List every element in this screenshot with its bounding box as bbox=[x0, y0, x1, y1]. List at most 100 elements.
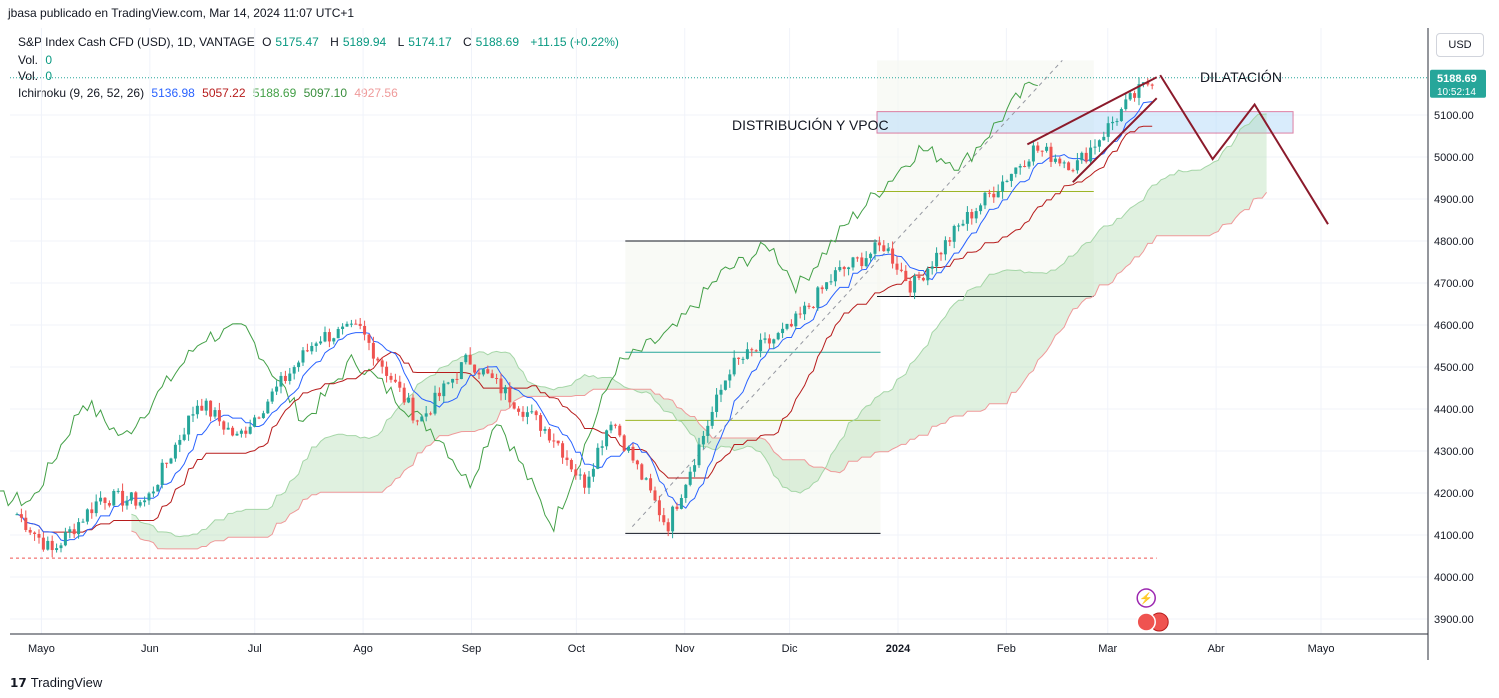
candle-body bbox=[583, 474, 587, 488]
candle-body bbox=[838, 267, 842, 271]
candle-body bbox=[187, 415, 191, 435]
candle-body bbox=[701, 435, 705, 445]
event-icons[interactable]: ⚡ bbox=[1136, 588, 1169, 632]
candle-body bbox=[556, 440, 560, 444]
candle-body bbox=[354, 323, 358, 325]
candle-body bbox=[314, 343, 318, 346]
vpoc-zone bbox=[876, 111, 1294, 134]
candle-body bbox=[1067, 162, 1071, 171]
price-tick-label: 4800.00 bbox=[1434, 236, 1474, 248]
candle-body bbox=[28, 529, 32, 533]
candle-body bbox=[1150, 84, 1154, 86]
ichimoku-base-value: 5057.22 bbox=[202, 86, 246, 100]
ichimoku-lines bbox=[0, 81, 1153, 542]
candle-body bbox=[591, 468, 595, 477]
ichimoku-leading-a-value: 5097.10 bbox=[303, 86, 348, 100]
candle-body bbox=[697, 444, 701, 466]
candle-body bbox=[803, 305, 807, 315]
candle-body bbox=[173, 444, 177, 459]
candle-body bbox=[464, 354, 468, 363]
currency-selector[interactable]: USD bbox=[1436, 33, 1484, 57]
candle-body bbox=[710, 411, 714, 426]
candle-body bbox=[1040, 150, 1044, 152]
candle-body bbox=[235, 433, 239, 436]
leading-span-b bbox=[131, 191, 1267, 550]
price-tick-label: 4600.00 bbox=[1434, 320, 1474, 332]
chart-zones bbox=[10, 60, 1428, 559]
candle-body bbox=[816, 287, 820, 308]
candle-body bbox=[209, 400, 213, 417]
candle-body bbox=[477, 372, 481, 375]
candle-body bbox=[499, 378, 503, 394]
candle-body bbox=[635, 460, 639, 465]
candle-body bbox=[24, 517, 28, 530]
volume-value: 0 bbox=[45, 53, 53, 67]
candle-body bbox=[143, 500, 147, 503]
candle-body bbox=[1115, 121, 1119, 123]
candle-body bbox=[380, 360, 384, 367]
candle-body bbox=[195, 405, 199, 415]
time-tick-label: Mar bbox=[1098, 643, 1117, 655]
wedge-upper-line bbox=[1026, 76, 1158, 146]
last-price-tag: 5188.69 10:52:14 bbox=[1430, 69, 1486, 98]
candle-body bbox=[191, 414, 195, 416]
range-box-2 bbox=[877, 60, 1094, 297]
candle-body bbox=[521, 411, 525, 417]
candle-body bbox=[1084, 152, 1088, 162]
candle-body bbox=[640, 464, 644, 480]
candle-body bbox=[948, 240, 952, 242]
candle-body bbox=[37, 533, 41, 538]
ohlc-close: C 5188.69 bbox=[463, 35, 523, 49]
candle-body bbox=[292, 367, 296, 374]
candle-body bbox=[979, 205, 983, 212]
candle-body bbox=[569, 460, 573, 470]
candle-body bbox=[327, 332, 331, 342]
annotation-dilatacion[interactable]: DILATACIÓN bbox=[1200, 69, 1282, 85]
candle-body bbox=[160, 462, 164, 485]
candle-body bbox=[411, 397, 415, 421]
candle-body bbox=[437, 392, 441, 397]
candle-body bbox=[1124, 99, 1128, 110]
annotation-distribucion[interactable]: DISTRIBUCIÓN Y VPOC bbox=[732, 117, 889, 133]
candle-body bbox=[371, 342, 375, 359]
candle-body bbox=[116, 490, 120, 492]
candle-body bbox=[578, 474, 582, 476]
time-tick-label: 2024 bbox=[886, 643, 911, 655]
candle-body bbox=[970, 211, 974, 219]
candle-body bbox=[1102, 136, 1106, 141]
candle-body bbox=[763, 338, 767, 340]
ichimoku-legend[interactable]: Ichimoku (9, 26, 52, 26) 5136.98 5057.22… bbox=[18, 86, 402, 100]
candle-body bbox=[112, 491, 116, 506]
price-tick-label: 4400.00 bbox=[1434, 404, 1474, 416]
ohlc-close-label: C bbox=[462, 35, 472, 49]
candle-body bbox=[398, 381, 402, 388]
candle-body bbox=[842, 267, 846, 270]
candle-body bbox=[68, 529, 72, 533]
candle-body bbox=[1036, 145, 1040, 151]
candle-body bbox=[688, 471, 692, 485]
range-box bbox=[625, 241, 881, 534]
candle-body bbox=[517, 408, 521, 412]
candle-body bbox=[363, 325, 367, 335]
candle-body bbox=[877, 242, 881, 246]
price-change: +11.15 (+0.22%) bbox=[530, 35, 619, 49]
candle-body bbox=[495, 378, 499, 380]
candle-body bbox=[798, 313, 802, 315]
candle-body bbox=[1119, 109, 1123, 122]
volume-legend-1[interactable]: Vol. 0 bbox=[18, 53, 56, 67]
price-tick-label: 4700.00 bbox=[1434, 278, 1474, 290]
brand-name[interactable]: TradingView bbox=[30, 675, 103, 690]
candle-body bbox=[33, 532, 37, 534]
ohlc-high: H 5189.94 bbox=[330, 35, 390, 49]
candle-body bbox=[930, 266, 934, 269]
candle-body bbox=[19, 514, 23, 518]
symbol-name: S&P Index Cash CFD (USD), 1D, VANTAGE bbox=[18, 35, 255, 49]
candle-body bbox=[860, 257, 864, 267]
conversion-line bbox=[16, 101, 1153, 542]
ohlc-open: O 5175.47 bbox=[262, 35, 323, 49]
price-tick-label: 4900.00 bbox=[1434, 194, 1474, 206]
candle-body bbox=[935, 252, 939, 267]
volume-legend-2[interactable]: Vol. 0 bbox=[18, 69, 56, 83]
